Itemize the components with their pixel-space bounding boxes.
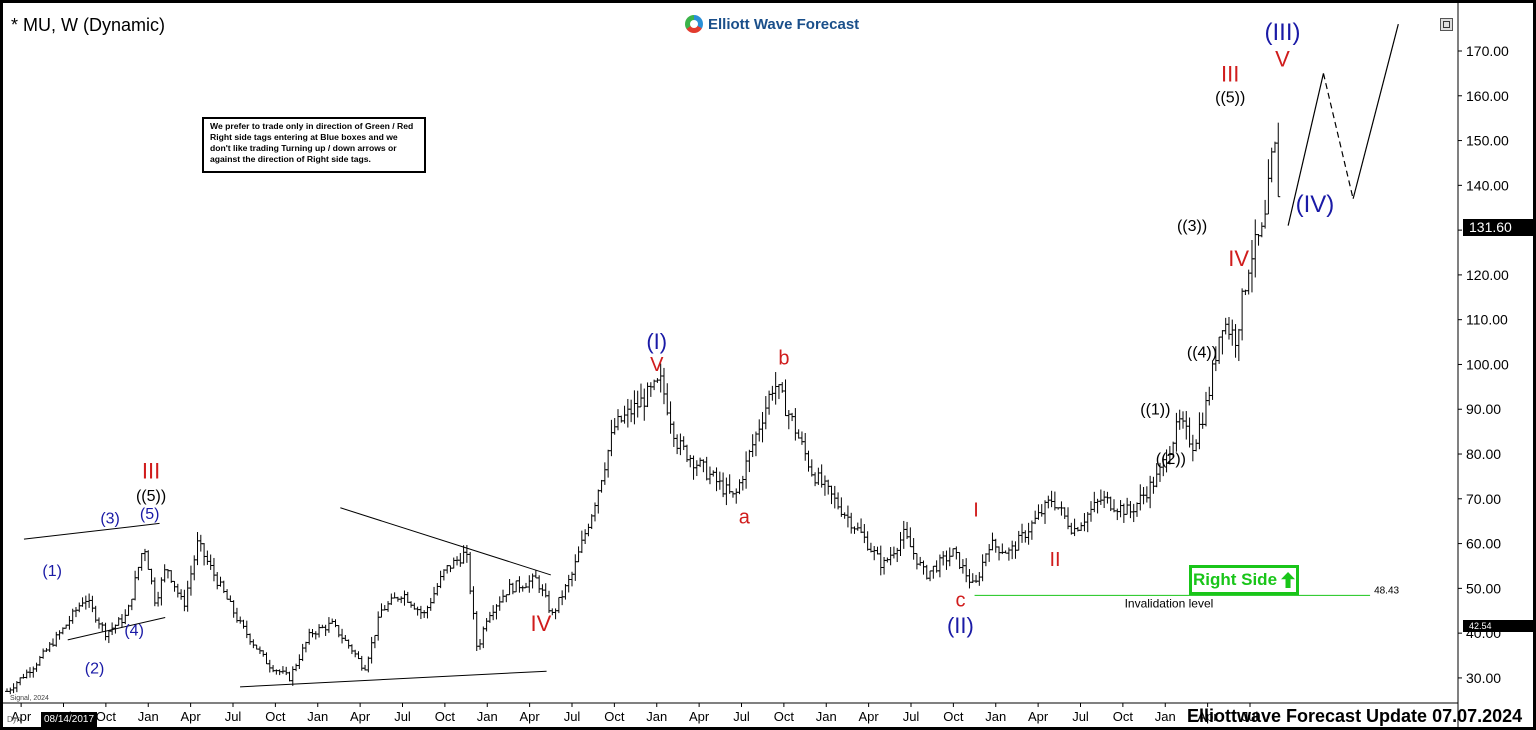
brand-logo-icon: [685, 15, 703, 33]
wave-label: II: [1050, 549, 1061, 571]
brand-logo: Elliott Wave Forecast: [685, 13, 859, 35]
x-tick-label: Jul: [564, 709, 581, 724]
wave-label: b: [778, 347, 789, 369]
x-tick-label: Jul: [1072, 709, 1089, 724]
trendline: [240, 670, 547, 688]
trendline: [67, 616, 166, 641]
wave-label: c: [955, 589, 965, 611]
x-tick-label: Oct: [943, 709, 964, 724]
last-price-tag: 131.60: [1463, 219, 1535, 236]
wave-label: ((2)): [1156, 451, 1186, 468]
dyn-label: Dyn: [7, 715, 22, 724]
x-tick-label: Oct: [435, 709, 456, 724]
x-tick-label: Jan: [477, 709, 498, 724]
y-tick-label: 160.00: [1466, 88, 1509, 104]
wave-label: ((4)): [1187, 345, 1217, 362]
wave-label: IV: [531, 611, 552, 636]
x-tick-label: Jan: [646, 709, 667, 724]
x-tick-label: Jan: [1155, 709, 1176, 724]
trading-note: We prefer to trade only in direction of …: [202, 117, 426, 173]
wave-label: III: [1221, 61, 1239, 86]
wave-label: III: [142, 459, 160, 484]
watermark: Signal, 2024: [10, 695, 49, 702]
x-tick-label: Apr: [520, 709, 541, 724]
y-tick-label: 170.00: [1466, 43, 1509, 59]
wave-label: (4): [124, 622, 144, 639]
price-chart[interactable]: 30.0040.0050.0060.0070.0080.0090.00100.0…: [3, 3, 1533, 727]
x-tick-label: Oct: [774, 709, 795, 724]
y-tick-label: 70.00: [1466, 491, 1501, 507]
x-tick-label: Jan: [138, 709, 159, 724]
y-tick-label: 150.00: [1466, 133, 1509, 149]
wave-label: a: [739, 506, 751, 528]
cursor-date-box: 08/14/2017: [41, 712, 97, 727]
x-tick-label: Apr: [1028, 709, 1049, 724]
wave-label: (5): [140, 506, 160, 523]
wave-label: (II): [947, 613, 974, 638]
y-tick-label: 100.00: [1466, 356, 1509, 372]
x-tick-label: Jul: [733, 709, 750, 724]
y-tick-label: 50.00: [1466, 580, 1501, 596]
y-tick-label: 110.00: [1466, 312, 1508, 328]
x-tick-label: Oct: [265, 709, 286, 724]
wave-label: V: [650, 354, 664, 376]
y-tick-label: 60.00: [1466, 536, 1501, 552]
wave-label: ((5)): [1215, 89, 1245, 106]
symbol-title: * MU, W (Dynamic): [11, 15, 165, 35]
trendline: [23, 522, 160, 540]
wave-label: ((3)): [1177, 218, 1207, 235]
x-tick-label: Apr: [859, 709, 880, 724]
x-tick-label: Jul: [1242, 709, 1259, 724]
right-side-tag: Right Side: [1189, 565, 1299, 595]
right-side-label: Right Side: [1192, 570, 1278, 589]
y-tick-label: 140.00: [1466, 177, 1509, 193]
wave-label: (3): [100, 510, 120, 527]
y-tick-label: 80.00: [1466, 446, 1501, 462]
update-footer: Elliottwave Forecast Update 07.07.2024: [1187, 706, 1523, 726]
y-tick-label: 30.00: [1466, 670, 1501, 686]
wave-label: ((1)): [1140, 402, 1170, 419]
y-tick-label: 120.00: [1466, 267, 1509, 283]
projection-leg: [1352, 23, 1399, 199]
x-tick-label: Apr: [1198, 709, 1219, 724]
ohlc-bars: [5, 122, 1281, 695]
x-tick-label: Oct: [604, 709, 625, 724]
x-tick-label: Apr: [689, 709, 710, 724]
wave-label: (III): [1264, 19, 1300, 46]
wave-label: (2): [85, 660, 105, 677]
x-tick-label: Apr: [11, 709, 32, 724]
x-tick-label: Jul: [903, 709, 920, 724]
x-tick-label: Oct: [1113, 709, 1134, 724]
wave-label: (I): [646, 329, 667, 354]
wave-label: ((5)): [136, 488, 166, 505]
y-tick-label: 90.00: [1466, 401, 1501, 417]
low-price-tag: 42.54: [1463, 620, 1535, 632]
x-tick-label: Jul: [225, 709, 242, 724]
wave-label: I: [973, 500, 979, 522]
x-tick-label: Apr: [350, 709, 371, 724]
x-tick-label: Apr: [181, 709, 202, 724]
invalidation-level-label: 48.43: [1374, 585, 1399, 596]
invalidation-label: Invalidation level: [1125, 596, 1214, 610]
x-tick-label: Jan: [307, 709, 328, 724]
trendline: [340, 507, 551, 576]
wave-label: IV: [1228, 246, 1249, 271]
x-tick-label: Jan: [985, 709, 1006, 724]
arrow-up-icon: [1281, 572, 1296, 588]
projection-leg: [1287, 73, 1325, 226]
wave-label: V: [1275, 47, 1290, 72]
wave-label: (1): [42, 563, 62, 580]
x-tick-label: Oct: [96, 709, 117, 724]
brand-name: Elliott Wave Forecast: [708, 15, 860, 33]
wave-label: (IV): [1296, 191, 1335, 218]
projection-leg-dashed: [1322, 73, 1354, 199]
plot-area: 30.00 40.00 50.00 60.00 70.00 80.00 90.00 100.0…: [3, 3, 1535, 727]
screenshot-icon[interactable]: [1440, 18, 1453, 31]
x-tick-label: Jul: [394, 709, 411, 724]
x-tick-label: Jan: [816, 709, 837, 724]
